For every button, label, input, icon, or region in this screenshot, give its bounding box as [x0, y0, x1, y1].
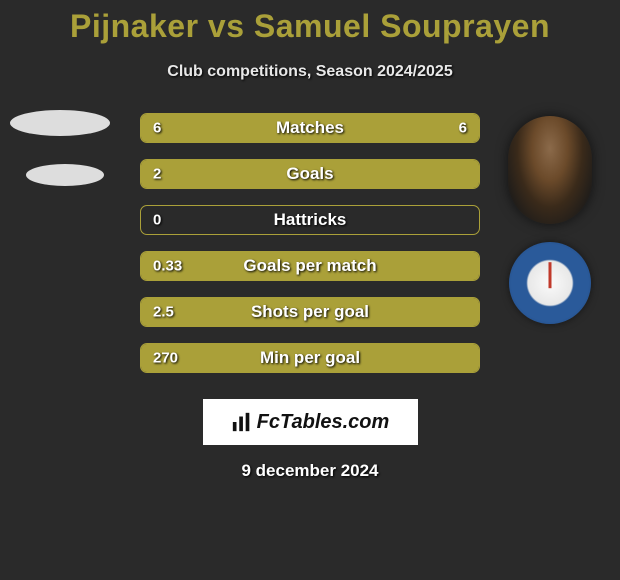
stat-row: 0.33 Goals per match [140, 251, 480, 281]
stat-label: Goals [141, 164, 479, 184]
placeholder-ellipse-1 [10, 110, 110, 136]
player-photo [508, 116, 592, 224]
stat-label: Shots per goal [141, 302, 479, 322]
branding-box: FcTables.com [203, 399, 418, 445]
placeholder-ellipse-2 [26, 164, 104, 186]
stat-label: Goals per match [141, 256, 479, 276]
branding-text: FcTables.com [257, 411, 390, 434]
stat-row: 270 Min per goal [140, 343, 480, 373]
stat-row: 2.5 Shots per goal [140, 297, 480, 327]
page-title: Pijnaker vs Samuel Souprayen [0, 0, 620, 45]
subtitle: Club competitions, Season 2024/2025 [0, 63, 620, 81]
stat-label: Matches [141, 118, 479, 138]
stat-label: Min per goal [141, 348, 479, 368]
stat-label: Hattricks [141, 210, 479, 230]
stat-row: 2 Goals [140, 159, 480, 189]
chart-icon [231, 411, 253, 433]
stat-row: 6 Matches 6 [140, 113, 480, 143]
date-text: 9 december 2024 [0, 461, 620, 481]
club-badge [509, 242, 591, 324]
stat-row: 0 Hattricks [140, 205, 480, 235]
player-right-avatar [500, 116, 600, 324]
player-left-avatar [10, 110, 110, 214]
stats-container: 6 Matches 6 2 Goals 0 Hattricks 0.33 Goa… [140, 113, 480, 373]
stat-value-right: 6 [459, 120, 467, 137]
